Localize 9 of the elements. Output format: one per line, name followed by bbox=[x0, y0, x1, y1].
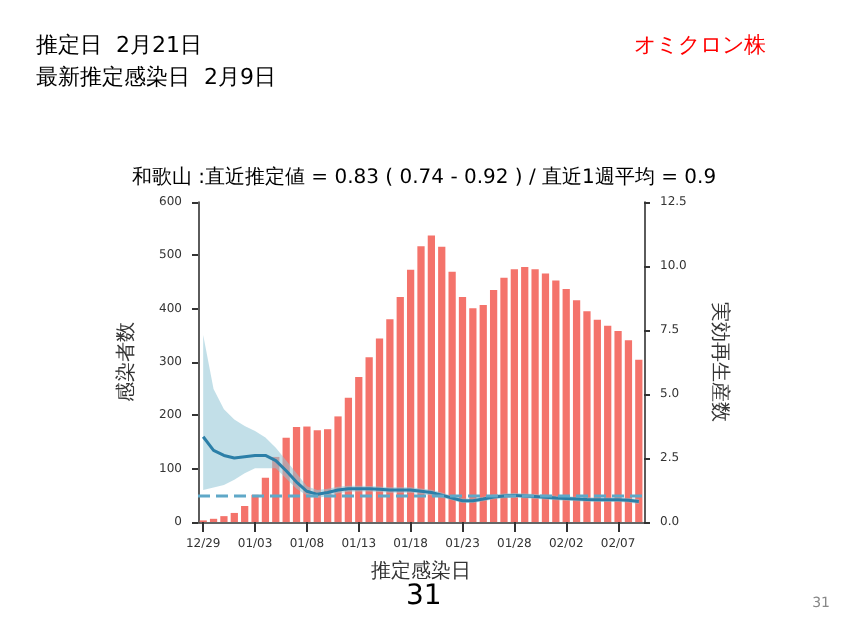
x-axis-title: 推定感染日 bbox=[371, 559, 471, 583]
line-series bbox=[201, 435, 641, 504]
text: 推定日 2月21日 bbox=[36, 32, 202, 58]
chart-title: 和歌山 :直近推定値 = 0.83 ( 0.74 - 0.92 ) / 直近1週平均 = 0.9 bbox=[131, 165, 717, 189]
text: オミクロン株 bbox=[634, 32, 766, 58]
text: 31 bbox=[406, 580, 442, 612]
y2-axis-title: 実効再生産数 bbox=[707, 302, 732, 422]
y-axis-title: 感染者数 bbox=[114, 322, 139, 402]
text: 最新推定感染日 2月9日 bbox=[36, 64, 276, 90]
